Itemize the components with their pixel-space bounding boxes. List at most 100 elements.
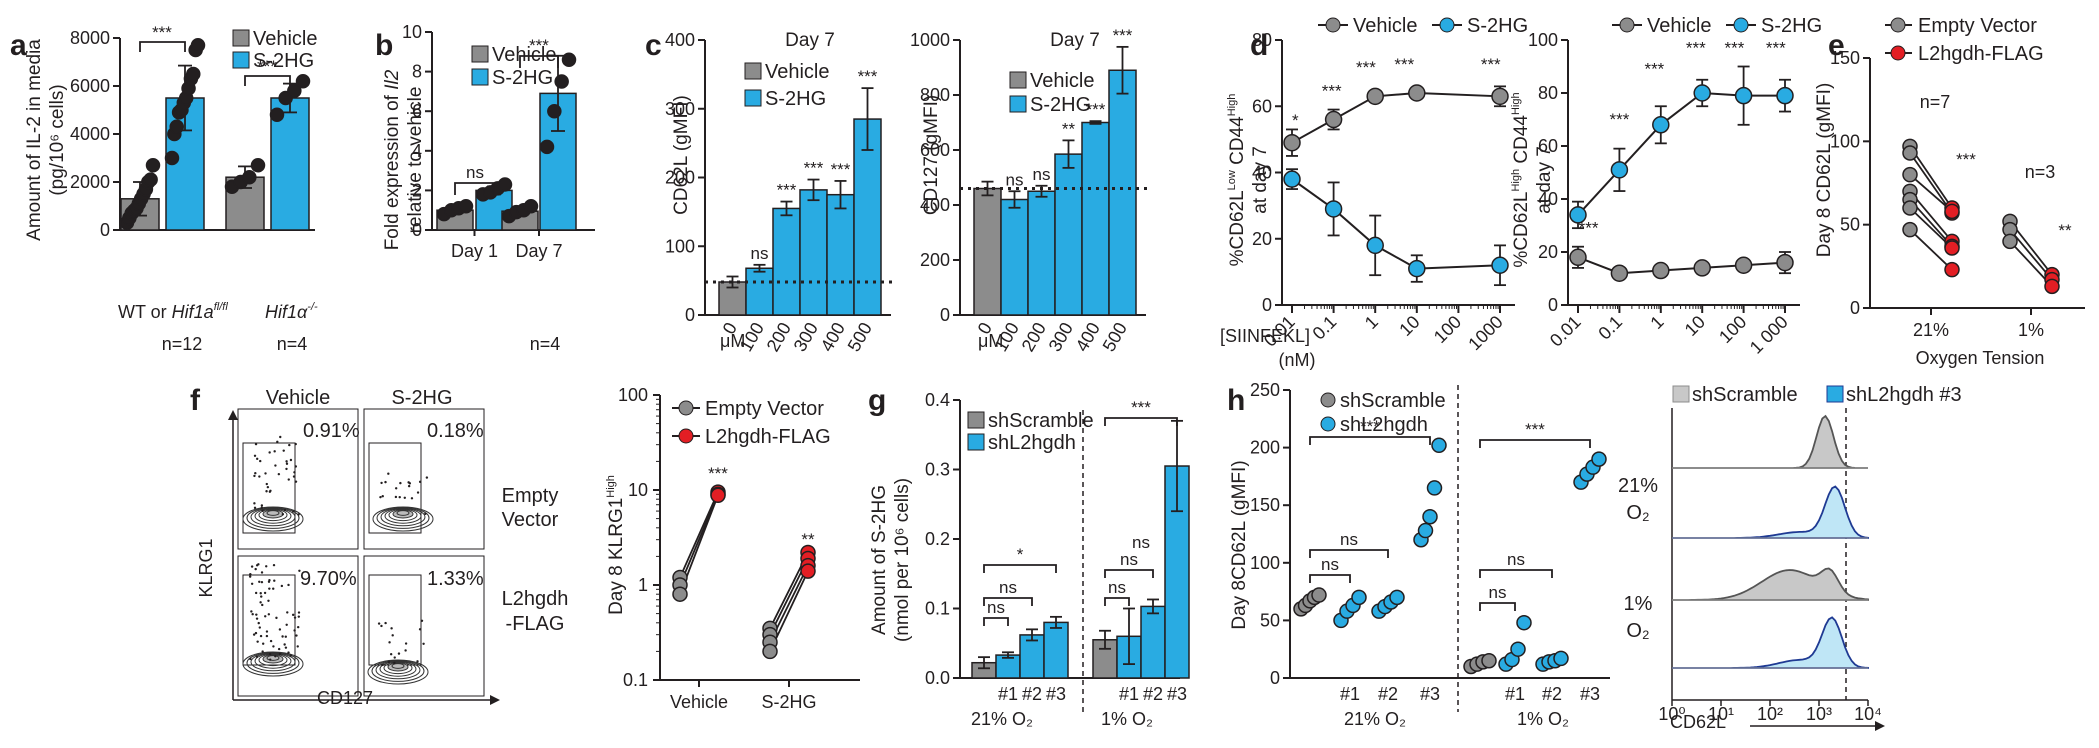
f-event-dot — [265, 630, 269, 633]
c-left-bar — [799, 189, 828, 316]
f-event-dot — [249, 657, 252, 661]
f-event-dot — [259, 601, 262, 604]
d-right-point — [1734, 86, 1753, 105]
f-pct-ev-veh: 0.91% — [303, 420, 360, 442]
a-ytick-label: 2000 — [70, 172, 110, 192]
f-contour-ring — [379, 661, 417, 677]
f-row2-line1: L2hgdh — [502, 588, 569, 610]
a-n-2: n=4 — [277, 334, 308, 354]
f-event-dot — [261, 642, 265, 645]
c-left-legend-s2hg: S-2HG — [765, 88, 826, 110]
h-ytick-label: 0 — [1270, 668, 1280, 688]
e-point-empty — [1902, 200, 1918, 216]
b-point — [458, 198, 474, 214]
f-event-dot — [257, 621, 260, 625]
b-legend-swatch-s2hg — [471, 68, 489, 86]
c-right-sig: ns — [1006, 170, 1024, 189]
f-event-dot — [256, 457, 259, 461]
h-sig-bracket — [1309, 574, 1351, 583]
b-point — [554, 74, 569, 89]
f-event-dot — [265, 482, 268, 486]
h-point — [1389, 589, 1405, 606]
g-sub-label: #3 — [1046, 684, 1066, 704]
g-legend-scr: shScramble — [988, 410, 1094, 432]
d-xlabel-2: (nM) — [1279, 350, 1316, 370]
f-event-dot — [268, 578, 271, 582]
f-event-dot — [268, 490, 272, 493]
d-left-xtick-label: 1 — [1361, 312, 1382, 333]
f-event-dot — [266, 485, 270, 489]
f-event-dot — [277, 647, 281, 651]
c-left-bar — [745, 267, 774, 316]
f-event-dot — [251, 613, 254, 616]
c-right-ylabel: CD127 (gMFI) — [921, 95, 942, 215]
h-point — [1426, 480, 1443, 496]
g-bar-shl2hgdh — [1019, 634, 1045, 679]
d-right-legend-marker-s2hg — [1733, 17, 1749, 33]
f-event-dot — [267, 613, 271, 616]
h-sig: ns — [1489, 583, 1507, 602]
f-event-dot — [420, 619, 424, 622]
d-right-line — [1577, 256, 1786, 275]
f-event-dot — [295, 634, 298, 637]
a-point — [186, 66, 201, 82]
c-left-sig: *** — [858, 67, 878, 86]
b-point — [497, 177, 513, 192]
g-ylabel-2: (nmol per 10⁶ cells) — [892, 478, 913, 642]
g-sig: ns — [1120, 550, 1138, 569]
c-left-xunit: μM — [720, 331, 745, 351]
f-pct-ev-s2hg: 0.18% — [427, 420, 484, 442]
d-left-line — [1291, 178, 1501, 270]
f-contour-ring — [384, 508, 422, 524]
g-sig-bracket — [983, 617, 1009, 626]
h-point — [1431, 437, 1447, 454]
hist-row-1: 1% — [1624, 593, 1653, 615]
h-legend-marker-sh — [1320, 416, 1336, 432]
a-group-2: Hif1α-/- — [265, 301, 318, 322]
f-event-dot — [250, 582, 254, 585]
f-event-dot — [387, 660, 391, 664]
f-event-dot — [285, 462, 289, 465]
f-event-dot — [298, 569, 301, 572]
f-event-dot — [393, 656, 396, 659]
g-sig: *** — [1131, 398, 1151, 417]
c-right-xtick-label: 300 — [1045, 319, 1077, 355]
hist-xtick-label: 10³ — [1806, 704, 1832, 724]
d-right-point — [1734, 256, 1753, 274]
h-point — [1422, 508, 1438, 525]
c-right-ytick-label: 0 — [940, 305, 950, 325]
f-contour-ring — [388, 508, 418, 522]
f-contour-ring — [396, 510, 410, 516]
f-event-dot — [281, 513, 285, 516]
d-left-sig: *** — [1481, 55, 1501, 74]
a-ylabel-2: (pg/10⁶ cells) — [47, 84, 68, 195]
f-col-vehicle: Vehicle — [266, 387, 331, 409]
c-left-sig: ns — [751, 244, 769, 263]
c-right-bar — [1081, 121, 1110, 316]
f-pct-fl-s2hg: 1.33% — [427, 568, 484, 590]
f-event-dot — [257, 563, 260, 566]
c-left-legend-swatch-s2hg — [744, 89, 762, 107]
f-event-dot — [287, 651, 290, 654]
f-event-dot — [260, 580, 264, 584]
b-legend-vehicle: Vehicle — [492, 44, 557, 66]
g-ytick-label: 0.4 — [925, 390, 950, 410]
c-left-ytick-label: 400 — [665, 30, 695, 50]
b-group-label: Day 7 — [515, 241, 562, 261]
b-ylabel-2: relative to vehicle — [405, 87, 426, 234]
d-left-point — [1491, 256, 1509, 274]
a-point — [250, 157, 266, 173]
f-row2-line2: -FLAG — [506, 613, 565, 635]
a-ylabel-1: Amount of IL-2 in media — [24, 39, 45, 241]
c-right-ytick-label: 800 — [920, 85, 950, 105]
f-event-dot — [259, 634, 263, 638]
h-point — [1351, 589, 1367, 606]
a-sig-bracket — [244, 75, 291, 86]
a-point — [145, 157, 161, 173]
e-ytick-label: 100 — [1830, 131, 1860, 151]
f-contour-ring — [258, 508, 288, 522]
f-event-dot — [285, 460, 288, 463]
f-event-dot — [416, 491, 420, 494]
f-contour-ring — [376, 507, 430, 529]
c-right-title: Day 7 — [1050, 30, 1100, 51]
